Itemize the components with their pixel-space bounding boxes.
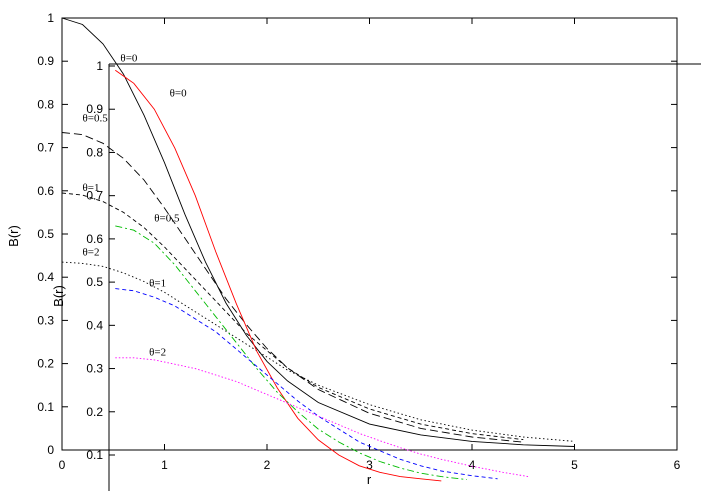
- back-x-tick-label: 6: [674, 458, 681, 472]
- back-curve-label: θ=0.5: [83, 113, 109, 125]
- back-plot-frame: [61, 17, 678, 451]
- front-series-line-3: [115, 357, 529, 478]
- back-y-tick-label: 0: [47, 443, 54, 457]
- back-chart: 0 1 2 3 4 5 6 0 0.1 0.2 0.3 0.4 0.5 0.6 0.7 0.8 0.9 1 r B…: [6, 11, 681, 487]
- back-y-tick-label: 0.3: [37, 313, 54, 327]
- front-axis-ticks: 0.1 0.2 0.3 0.4 0.5 0.6 0.7 0.8 0.9 1: [86, 59, 115, 462]
- back-curve-label: θ=2: [83, 247, 100, 259]
- back-series-line-1: [61, 132, 524, 443]
- back-y-tick-label: 0.7: [37, 141, 54, 155]
- front-y-tick-label: 0.1: [86, 448, 103, 462]
- front-y-tick-label: 0.3: [86, 362, 103, 376]
- front-curve-label: θ=0: [120, 53, 137, 65]
- front-series-line-1: [115, 225, 467, 481]
- back-x-tick-label: 3: [366, 458, 373, 472]
- back-x-tick-label: 2: [264, 458, 271, 472]
- back-y-tick-label: 0.9: [37, 54, 54, 68]
- back-y-tick-label: 0.6: [37, 184, 54, 198]
- back-curve-labels: θ=0.5 θ=1 θ=2: [83, 113, 109, 259]
- back-x-axis-label: r: [367, 472, 372, 487]
- front-curve-label: θ=1: [149, 277, 166, 289]
- front-curve-label: θ=0: [170, 87, 187, 99]
- back-series-line-2: [61, 192, 524, 441]
- front-y-axis-label: B(r): [51, 285, 66, 307]
- front-y-tick-label: 0.9: [86, 102, 103, 116]
- front-y-tick-label: 0.8: [86, 145, 103, 159]
- back-axis-ticks: 0 1 2 3 4 5 6 0 0.1 0.2 0.3 0.4 0.5 0.6 0.7 0.8 0.9 1: [37, 11, 680, 472]
- front-series-line-2: [115, 288, 498, 480]
- front-curve-label: θ=0.5: [154, 213, 180, 225]
- front-chart: 0.10.20.30.40.50.60.70.80.91 B(r) θ=0θ=0…: [51, 53, 701, 491]
- back-series-group: [61, 17, 575, 447]
- front-y-tick-label: 0.5: [86, 275, 103, 289]
- front-y-tick-label: 0.2: [86, 405, 103, 419]
- front-y-tick-label: 0.7: [86, 189, 103, 203]
- front-series-line-0: [115, 69, 442, 482]
- back-x-tick-label: 4: [469, 458, 476, 472]
- front-series-group: [115, 69, 529, 482]
- back-series-line-3: [61, 261, 575, 442]
- back-y-axis-label: B(r): [6, 225, 21, 247]
- front-y-tick-label: 0.4: [86, 318, 103, 332]
- front-y-tick-label: 0.6: [86, 232, 103, 246]
- back-series-line-0: [61, 17, 575, 447]
- back-x-tick-label: 5: [571, 458, 578, 472]
- front-y-tick-label: 1: [96, 59, 103, 73]
- back-curve-label: θ=1: [83, 182, 100, 194]
- back-y-tick-label: 0.8: [37, 97, 54, 111]
- back-y-tick-label: 0.4: [37, 270, 54, 284]
- back-y-tick-label: 0.5: [37, 227, 54, 241]
- back-x-tick-label: 1: [161, 458, 168, 472]
- back-y-tick-label: 1: [47, 11, 54, 25]
- back-y-tick-label: 0.2: [37, 357, 54, 371]
- back-y-tick-label: 0.1: [37, 400, 54, 414]
- back-x-tick-label: 0: [59, 458, 66, 472]
- front-curve-label: θ=2: [149, 347, 166, 359]
- front-curve-labels: θ=0 θ=0 θ=0.5 θ=1 θ=2: [120, 53, 187, 359]
